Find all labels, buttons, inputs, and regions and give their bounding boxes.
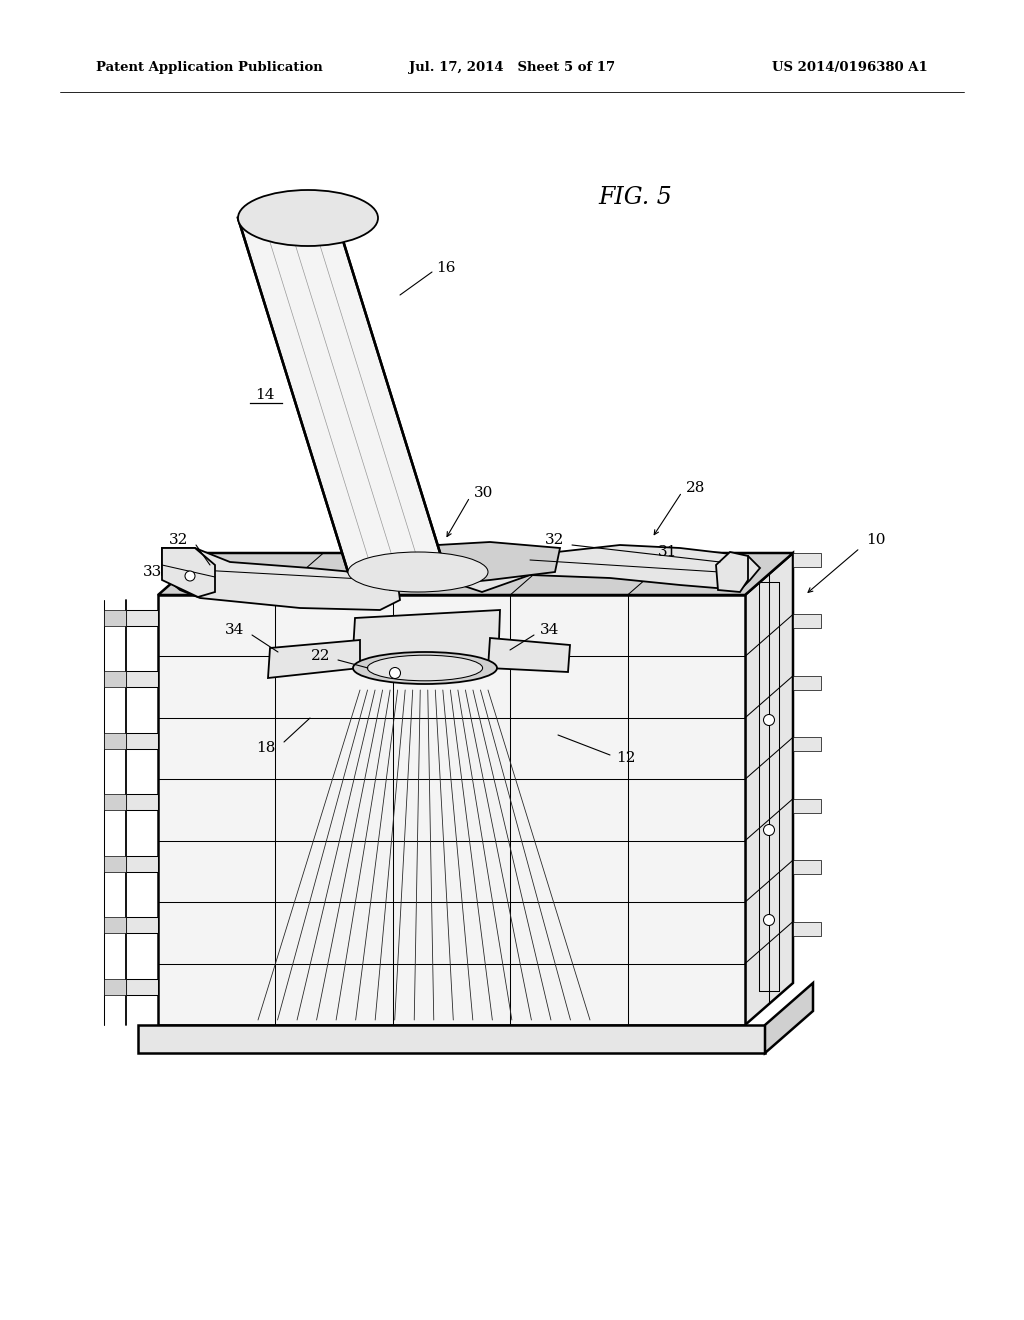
Text: Patent Application Publication: Patent Application Publication: [96, 62, 323, 74]
Text: 12: 12: [616, 751, 636, 766]
Polygon shape: [158, 595, 745, 1026]
Polygon shape: [382, 543, 560, 590]
Polygon shape: [793, 861, 821, 874]
Polygon shape: [104, 978, 126, 994]
Text: 34: 34: [224, 623, 244, 638]
Text: 22: 22: [310, 649, 330, 663]
Text: 31: 31: [658, 545, 677, 558]
Polygon shape: [352, 610, 500, 668]
Ellipse shape: [368, 655, 482, 681]
Text: Jul. 17, 2014   Sheet 5 of 17: Jul. 17, 2014 Sheet 5 of 17: [409, 62, 615, 74]
Polygon shape: [138, 1026, 765, 1053]
Polygon shape: [126, 795, 158, 810]
Polygon shape: [793, 614, 821, 628]
Polygon shape: [104, 917, 126, 933]
Circle shape: [389, 668, 400, 678]
Text: 14: 14: [255, 388, 274, 403]
Polygon shape: [793, 799, 821, 813]
Polygon shape: [488, 638, 570, 672]
Polygon shape: [793, 553, 821, 568]
Polygon shape: [104, 855, 126, 871]
Polygon shape: [793, 921, 821, 936]
Polygon shape: [126, 672, 158, 688]
Text: 34: 34: [540, 623, 559, 638]
Ellipse shape: [353, 652, 497, 684]
Polygon shape: [104, 795, 126, 810]
Polygon shape: [793, 676, 821, 690]
Polygon shape: [104, 672, 126, 688]
Text: FIG. 5: FIG. 5: [598, 186, 672, 210]
Text: 32: 32: [169, 533, 188, 546]
Polygon shape: [268, 640, 360, 678]
Ellipse shape: [238, 190, 378, 246]
Polygon shape: [162, 548, 215, 597]
Polygon shape: [793, 738, 821, 751]
Polygon shape: [745, 553, 793, 1026]
Text: 18: 18: [256, 741, 275, 755]
Text: 30: 30: [474, 486, 494, 500]
Polygon shape: [126, 855, 158, 871]
Text: 16: 16: [436, 261, 456, 275]
Text: 28: 28: [686, 480, 706, 495]
Text: 10: 10: [866, 533, 886, 546]
Circle shape: [764, 714, 774, 726]
Polygon shape: [238, 218, 446, 572]
Polygon shape: [104, 733, 126, 748]
Polygon shape: [126, 917, 158, 933]
Polygon shape: [158, 553, 793, 595]
Circle shape: [764, 825, 774, 836]
Ellipse shape: [348, 552, 488, 591]
Polygon shape: [126, 733, 158, 748]
Polygon shape: [452, 545, 760, 591]
Circle shape: [764, 915, 774, 925]
Polygon shape: [104, 610, 126, 626]
Polygon shape: [716, 552, 748, 591]
Text: 32: 32: [545, 533, 564, 546]
Text: 33: 33: [142, 565, 162, 579]
Polygon shape: [765, 983, 813, 1053]
Polygon shape: [126, 978, 158, 994]
Polygon shape: [162, 548, 400, 610]
Text: US 2014/0196380 A1: US 2014/0196380 A1: [772, 62, 928, 74]
Circle shape: [185, 572, 195, 581]
Polygon shape: [126, 610, 158, 626]
